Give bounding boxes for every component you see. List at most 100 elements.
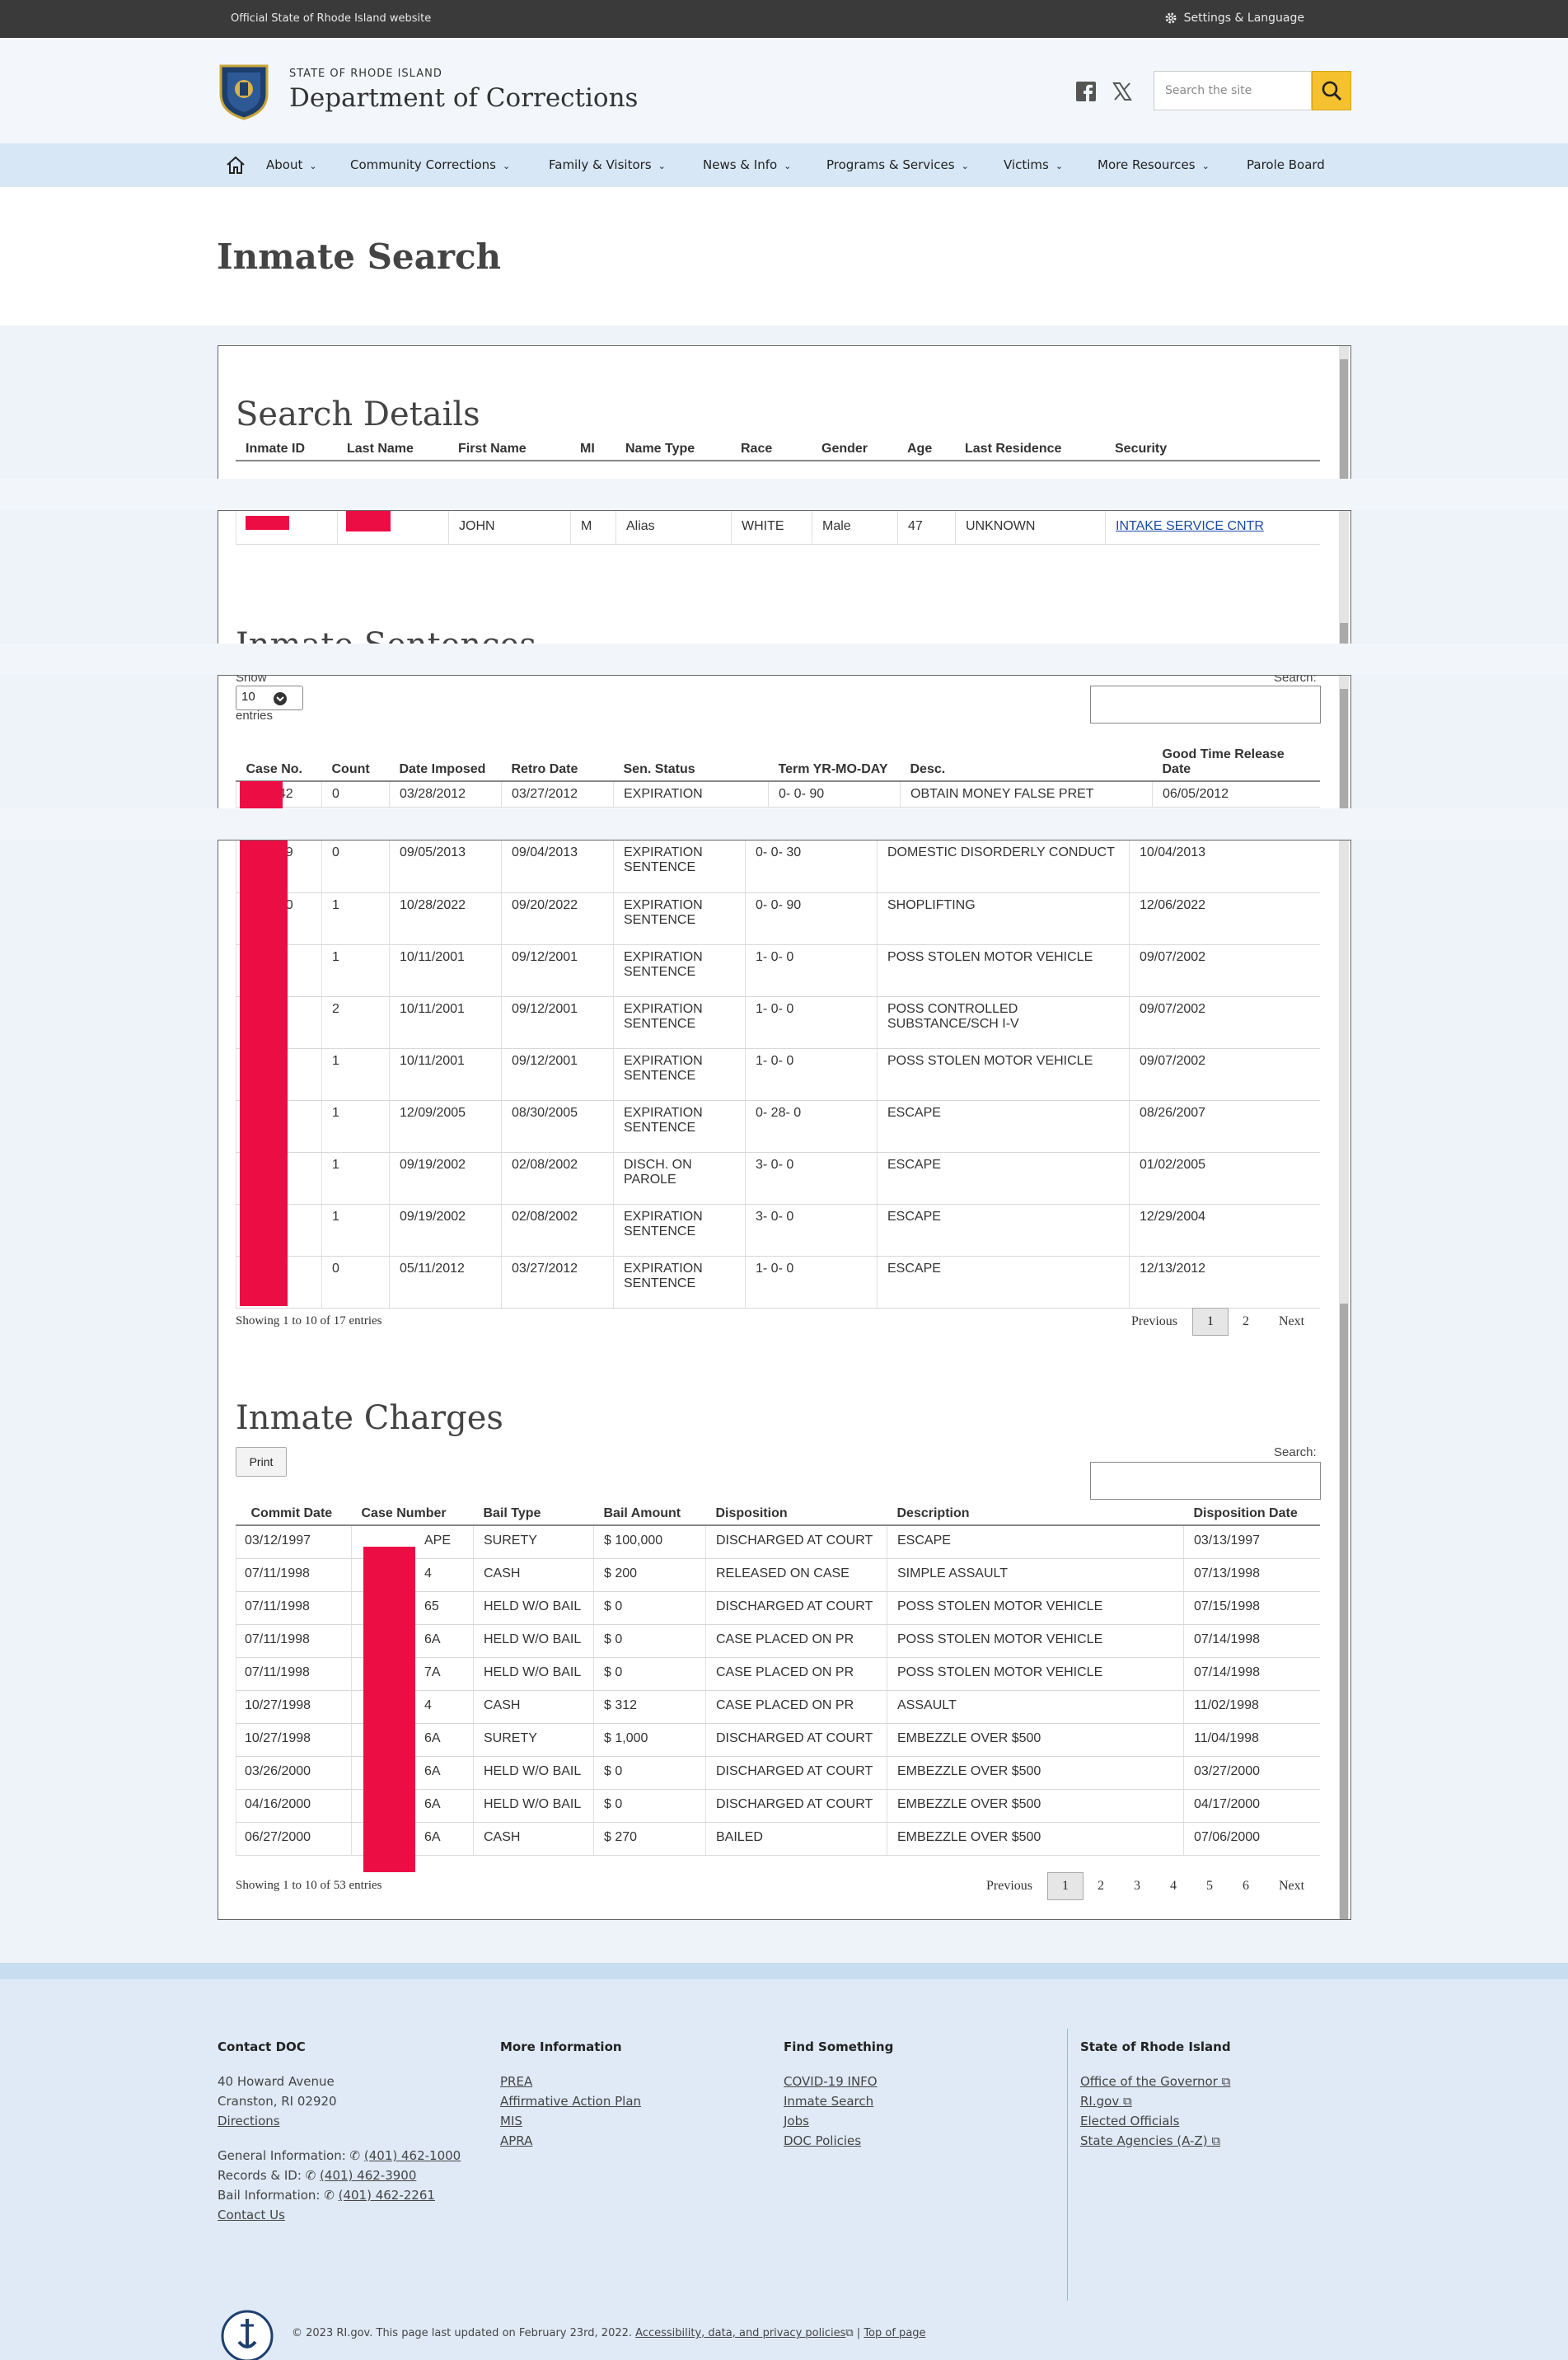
nav-victims[interactable]: Victims ⌄ — [1004, 157, 1063, 172]
charges-page-3[interactable]: 3 — [1134, 1879, 1140, 1893]
cell-term: 3- 0- 0 — [745, 1152, 878, 1205]
site-search-button[interactable] — [1312, 71, 1351, 110]
charges-page-6[interactable]: 6 — [1243, 1879, 1249, 1893]
cell-count: 2 — [321, 996, 390, 1049]
cell-sen-status: EXPIRATION SENTENCE — [613, 1048, 746, 1101]
cell-sen-status: EXPIRATION SENTENCE — [613, 892, 746, 945]
print-button[interactable]: Print — [236, 1447, 287, 1477]
sentences-search-label: Search: — [1274, 675, 1317, 685]
footer-link-prea[interactable]: PREA — [500, 2074, 533, 2089]
footer-contact-us-link[interactable]: Contact Us — [218, 2208, 285, 2222]
nav-victims-label: Victims — [1004, 157, 1049, 172]
chevron-down-icon: ⌄ — [961, 161, 969, 171]
cell-name-type: Alias — [615, 511, 732, 545]
general-info-label: General Information: — [218, 2148, 346, 2163]
department-name[interactable]: Department of Corrections — [289, 83, 639, 113]
col-inmate-id: Inmate ID — [236, 438, 337, 461]
sentences-page-2[interactable]: 2 — [1243, 1314, 1249, 1328]
footer-link-inmate-search[interactable]: Inmate Search — [784, 2094, 874, 2109]
doc-seal-logo[interactable] — [218, 61, 270, 120]
nav-more-resources[interactable]: More Resources ⌄ — [1098, 157, 1210, 172]
cell-retro-date: 09/12/2001 — [501, 996, 614, 1049]
charges-prev-button[interactable]: Previous — [986, 1879, 1032, 1893]
footer-link-governor[interactable]: Office of the Governor ⧉ — [1080, 2072, 1231, 2091]
cell-commit-date: 07/11/1998 — [236, 1558, 352, 1592]
settings-language-button[interactable]: Settings & Language — [1164, 12, 1304, 25]
nav-family-visitors[interactable]: Family & Visitors ⌄ — [549, 157, 666, 172]
charges-page-5[interactable]: 5 — [1206, 1879, 1213, 1893]
cell-retro-date: 03/27/2012 — [501, 1256, 614, 1309]
footer-link-elected[interactable]: Elected Officials — [1080, 2114, 1180, 2128]
cell-count: 1 — [321, 1204, 390, 1257]
nav-about[interactable]: About ⌄ — [266, 157, 317, 172]
cell-description: ASSAULT — [887, 1690, 1184, 1724]
scrollbar[interactable] — [1339, 346, 1349, 479]
sentences-prev-button[interactable]: Previous — [1131, 1314, 1177, 1328]
footer-link-jobs[interactable]: Jobs — [784, 2114, 809, 2128]
top-of-page-link[interactable]: Top of page — [864, 2327, 926, 2339]
footer-link-apra[interactable]: APRA — [500, 2133, 533, 2148]
sentences-next-button[interactable]: Next — [1279, 1314, 1305, 1328]
footer-link-agencies[interactable]: State Agencies (A-Z) ⧉ — [1080, 2131, 1231, 2151]
footer-directions-link[interactable]: Directions — [218, 2114, 280, 2128]
cell-bail-amount: $ 0 — [593, 1789, 706, 1823]
chevron-down-icon: ⌄ — [658, 161, 666, 171]
entries-select[interactable]: 10 — [236, 686, 303, 710]
nav-community-corrections[interactable]: Community Corrections ⌄ — [350, 157, 510, 172]
main-navigation: About ⌄ Community Corrections ⌄ Family & V… — [0, 143, 1568, 187]
charges-next-button[interactable]: Next — [1279, 1879, 1305, 1893]
privacy-link[interactable]: Accessibility, data, and privacy policie… — [635, 2327, 846, 2339]
scrollbar[interactable] — [1339, 676, 1349, 808]
cell-sen-status: EXPIRATION SENTENCE — [613, 1256, 746, 1309]
cell-bail-type: CASH — [473, 1822, 594, 1856]
charges-page-4[interactable]: 4 — [1170, 1879, 1177, 1893]
col-commit-date: Commit Date — [236, 1503, 352, 1526]
footer-link-covid[interactable]: COVID-19 INFO — [784, 2074, 878, 2089]
cell-description: POSS STOLEN MOTOR VEHICLE — [887, 1657, 1184, 1691]
site-search-input[interactable]: Search the site — [1154, 71, 1312, 110]
general-phone-link[interactable]: (401) 462-1000 — [363, 2148, 461, 2163]
cell-description: EMBEZZLE OVER $500 — [887, 1789, 1184, 1823]
site-footer: Contact DOC 40 Howard Avenue Cranston, R… — [0, 1963, 1568, 2360]
footer-link-affirmative-action[interactable]: Affirmative Action Plan — [500, 2094, 642, 2109]
footer-link-rigov[interactable]: RI.gov ⧉ — [1080, 2091, 1231, 2111]
cell-commit-date: 10/27/1998 — [236, 1723, 352, 1757]
security-link[interactable]: INTAKE SERVICE CNTR — [1116, 519, 1264, 533]
home-icon[interactable] — [225, 155, 246, 175]
charges-search-input[interactable] — [1090, 1462, 1321, 1500]
chevron-down-icon: ⌄ — [503, 161, 511, 171]
cell-bail-type: HELD W/O BAIL — [473, 1657, 594, 1691]
cell-commit-date: 07/11/1998 — [236, 1657, 352, 1691]
cell-disposition: DISCHARGED AT COURT — [705, 1789, 887, 1823]
nav-programs-services[interactable]: Programs & Services ⌄ — [826, 157, 969, 172]
col-disposition: Disposition — [705, 1503, 887, 1526]
charges-page-1[interactable]: 1 — [1047, 1872, 1084, 1900]
bail-phone-link[interactable]: (401) 462-2261 — [338, 2188, 435, 2203]
nav-more-resources-label: More Resources — [1098, 157, 1196, 172]
facebook-icon[interactable] — [1075, 81, 1097, 102]
footer-contact: Contact DOC 40 Howard Avenue Cranston, R… — [218, 2037, 461, 2225]
footer-link-mis[interactable]: MIS — [500, 2114, 522, 2128]
entries-select-value: 10 — [241, 690, 255, 704]
sentences-search-input[interactable] — [1090, 686, 1321, 723]
copyright-text: © 2023 RI.gov. This page last updated on… — [292, 2327, 633, 2339]
sentences-info: Showing 1 to 10 of 17 entries — [236, 1314, 382, 1328]
charges-page-2[interactable]: 2 — [1098, 1879, 1104, 1893]
cell-age: 47 — [897, 511, 956, 545]
x-twitter-icon[interactable] — [1112, 81, 1133, 102]
scrollbar[interactable] — [1339, 841, 1349, 1919]
cell-desc: ESCAPE — [877, 1256, 1130, 1309]
cell-count: 1 — [321, 892, 390, 945]
sentences-page-1[interactable]: 1 — [1192, 1308, 1229, 1336]
nav-parole-board[interactable]: Parole Board — [1247, 157, 1325, 172]
records-phone-link[interactable]: (401) 462-3900 — [320, 2168, 417, 2183]
cell-bail-amount: $ 312 — [593, 1690, 706, 1724]
col-good-time-release: Good Time Release Date — [1152, 730, 1320, 782]
nav-news-info[interactable]: News & Info ⌄ — [703, 157, 791, 172]
table-row: 10/27/1998 4 CASH $ 312 CASE PLACED ON PR ASS… — [236, 1690, 1320, 1724]
footer-link-policies[interactable]: DOC Policies — [784, 2133, 862, 2148]
scrollbar[interactable] — [1339, 511, 1349, 644]
